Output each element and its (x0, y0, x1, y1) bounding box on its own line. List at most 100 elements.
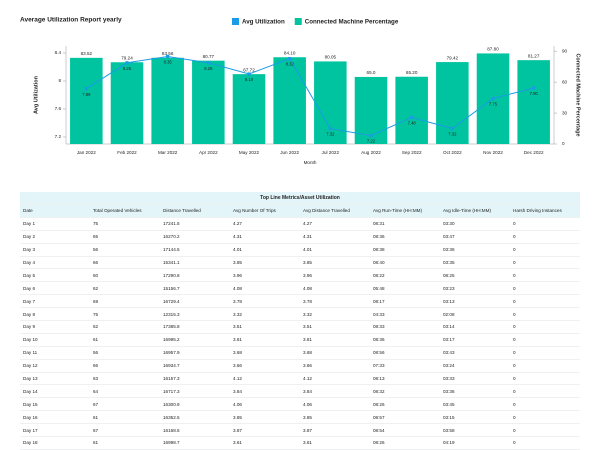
table-cell: 67 (90, 397, 160, 412)
table-cell: 4.12 (300, 372, 370, 386)
table-cell: 16717.3 (160, 384, 230, 399)
table-cell: 0 (510, 359, 580, 373)
table-cell: 08:26 (370, 436, 440, 450)
line-marker (166, 54, 170, 59)
y2-tick-label: 90 (562, 48, 568, 53)
line-value-label: 7.75 (489, 102, 498, 107)
table-cell: 3.84 (300, 384, 370, 399)
table-cell: 0 (510, 320, 580, 334)
legend-swatch (294, 18, 302, 25)
table-row: Day 16 61 16352.5 3.85 3.85 08:57 03:15 0 (20, 410, 580, 425)
column-header: Total Operated Vehicles (90, 204, 160, 218)
table-cell: 0 (510, 256, 580, 270)
table-row: Day 17 67 16168.6 3.87 3.87 08:54 03:58 0 (20, 423, 580, 438)
x-tick-label: Jul 2022 (322, 150, 340, 155)
table-cell: 03:23 (440, 281, 510, 296)
table-cell: 4.06 (300, 397, 370, 412)
table-cell: 0 (510, 294, 580, 309)
y-tick-label: 8 (58, 78, 61, 83)
table-cell: 03:14 (440, 320, 510, 334)
table-cell: 62 (90, 320, 160, 334)
line-value-label: 8.35 (164, 60, 173, 65)
table-cell: Day 4 (20, 256, 90, 270)
table-cell: 03:24 (440, 359, 510, 373)
bar (110, 62, 144, 144)
table-row: Day 7 69 16729.4 3.78 3.78 08:17 03:13 0 (20, 294, 580, 309)
chart: Average Utilization Report yearly 7.2 7.6… (20, 17, 581, 166)
table-cell: 0 (510, 217, 580, 231)
table-cell: 03:36 (440, 384, 510, 399)
line-value-label: 7.22 (367, 139, 376, 144)
table-row: Day 2 65 16270.2 4.31 4.31 08:36 03:47 0 (20, 230, 580, 244)
bar-value-label: 84.10 (284, 50, 296, 55)
table-cell: 3.87 (230, 423, 300, 438)
table-cell: 0 (510, 243, 580, 257)
x-tick-label: Jun 2022 (280, 150, 299, 155)
table-cell: 16352.5 (160, 410, 230, 425)
table-cell: 4.08 (230, 281, 300, 296)
table-cell: 07:33 (370, 359, 440, 373)
table-cell: 15156.7 (160, 281, 230, 296)
table-cell: 3.85 (230, 256, 300, 270)
table-cell: 56 (90, 346, 160, 360)
bar-value-label: 87.80 (487, 47, 499, 52)
table-cell: 4.01 (230, 243, 300, 257)
table-cell: 16300.9 (160, 397, 230, 412)
line-marker (450, 127, 454, 131)
bar-value-label: 79.42 (447, 55, 459, 60)
table-cell: 0 (510, 372, 580, 386)
table-cell: 63 (90, 372, 160, 386)
y2-tick-label: 60 (562, 79, 568, 84)
bar (436, 62, 469, 144)
table-cell: 17290.8 (160, 268, 230, 283)
table-cell: 08:13 (370, 372, 440, 386)
bar (192, 60, 225, 144)
table-cell: 66 (90, 256, 160, 270)
table-cell: 3.61 (230, 333, 300, 347)
table-cell: 0 (510, 397, 580, 412)
table-cell: 3.78 (230, 294, 300, 309)
table-cell: 3.61 (300, 436, 370, 450)
table-cell: 08:38 (370, 243, 440, 257)
table-cell: 69 (90, 294, 160, 309)
bar-value-label: 80.77 (203, 54, 215, 59)
y-tick-label: 7.2 (55, 134, 62, 139)
table-cell: Day 6 (20, 281, 90, 296)
y2-tick-label: 0 (562, 141, 565, 146)
table-cell: Day 11 (20, 346, 90, 360)
line-value-label: 7.89 (82, 92, 91, 97)
table-cell: 08:36 (370, 230, 440, 244)
table-row: Day 5 60 17290.8 3.96 3.96 08:22 08:25 0 (20, 268, 580, 283)
line-marker (532, 86, 536, 90)
table-cell: 62 (90, 281, 160, 296)
bar (70, 57, 103, 144)
table-cell: 12315.3 (160, 307, 230, 322)
table-cell: Day 15 (20, 397, 90, 412)
table-cell: 16168.6 (160, 423, 230, 438)
table-cell: Day 8 (20, 307, 90, 322)
table-cell: 0 (510, 230, 580, 244)
y-axis-title: Avg Utilization (33, 75, 39, 114)
table-cell: 08:54 (370, 423, 440, 438)
table-cell: 16729.4 (160, 294, 230, 309)
table-row: Day 12 66 16934.7 3.66 3.66 07:33 03:24 0 (20, 359, 580, 373)
table-cell: 17385.8 (160, 320, 230, 334)
table-cell: 04:19 (440, 436, 510, 450)
header-row: Date Total Operated Vehicles Distance Trav… (20, 204, 580, 218)
table-title-row: Top Line Metrics/Asset Utilization (20, 192, 580, 205)
column-header: Distance Travelled (160, 204, 230, 218)
table-cell: 16957.9 (160, 346, 230, 360)
column-header: Harsh Driving Instances (510, 204, 580, 218)
table-cell: 16270.2 (160, 230, 230, 244)
y2-axis-title: Connected Machine Percentage (575, 53, 581, 136)
table-cell: 3.66 (230, 359, 300, 373)
legend-label: Avg Utilization (242, 19, 285, 26)
table-cell: 17241.5 (160, 217, 230, 231)
table-cell: 08:40 (370, 256, 440, 270)
line-value-label: 7.90 (530, 91, 539, 96)
table-cell: 3.51 (230, 320, 300, 334)
table-cell: Day 1 (20, 217, 90, 231)
table-cell: Day 16 (20, 410, 90, 425)
line-value-label: 8.26 (123, 66, 132, 71)
table-cell: 3.61 (230, 436, 300, 450)
